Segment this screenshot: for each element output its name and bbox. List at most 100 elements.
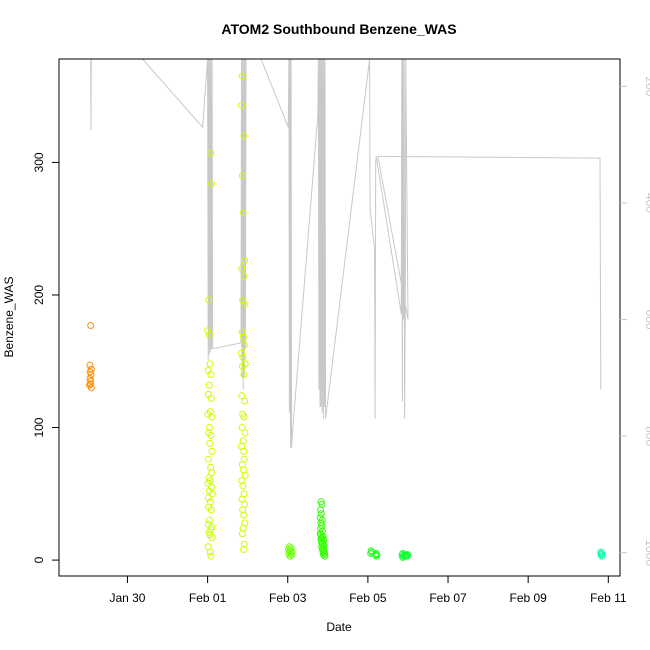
data-point: [87, 371, 95, 378]
data-point: [321, 552, 329, 560]
data-point: [238, 461, 246, 469]
data-point: [240, 540, 248, 548]
data-point: [320, 551, 328, 559]
data-point: [239, 506, 247, 514]
data-point: [241, 397, 249, 405]
data-point: [239, 296, 247, 304]
y-tick-label: 300: [32, 152, 46, 172]
data-point: [208, 447, 216, 455]
data-point: [241, 300, 249, 308]
x-tick-label: Feb 11: [590, 591, 627, 605]
overlay-line: [90, 58, 602, 448]
data-point: [208, 180, 215, 188]
data-point: [321, 550, 328, 557]
data-point: [207, 432, 215, 439]
data-point: [206, 424, 213, 431]
data-point: [208, 490, 216, 498]
data-point: [240, 371, 248, 378]
data-point: [319, 546, 326, 553]
data-point: [207, 394, 215, 402]
overlay-line-layer: [90, 58, 602, 448]
data-point: [238, 172, 246, 180]
data-point: [205, 331, 213, 339]
data-point: [240, 341, 248, 349]
data-point: [238, 265, 246, 272]
data-point: [399, 553, 407, 561]
points-layer: [86, 72, 606, 561]
data-point: [239, 353, 247, 361]
x-tick-label: Feb 07: [429, 591, 467, 605]
data-point: [206, 516, 213, 524]
data-point: [240, 132, 248, 140]
data-point: [205, 381, 213, 389]
data-point: [240, 511, 248, 519]
data-point: [208, 413, 216, 421]
data-point: [204, 479, 212, 487]
y-right-tick-label: 200: [643, 76, 650, 96]
data-point: [238, 530, 246, 538]
data-point: [205, 296, 213, 304]
y-right-tick-label: 600: [643, 310, 650, 330]
chart-title: ATOM2 Southbound Benzene_WAS: [221, 21, 456, 37]
data-point: [86, 380, 94, 388]
x-tick-label: Jan 30: [109, 591, 145, 605]
data-point: [87, 384, 95, 392]
data-point: [238, 101, 245, 109]
data-point: [207, 506, 215, 514]
y-axis: 0 100 200 300: [32, 152, 59, 563]
data-point: [241, 257, 249, 264]
data-point: [208, 534, 216, 542]
data-point: [204, 494, 212, 502]
data-point: [207, 371, 215, 378]
x-tick-label: Feb 05: [349, 591, 387, 605]
y-axis-right: 200 400 600 800 1000: [620, 76, 650, 566]
data-point: [238, 424, 246, 431]
data-point: [240, 272, 248, 280]
data-point: [317, 506, 325, 514]
x-axis-label: Date: [326, 620, 352, 634]
data-point: [598, 552, 606, 560]
data-point: [239, 482, 247, 490]
data-point: [238, 349, 245, 357]
data-point: [87, 322, 95, 329]
data-point: [206, 360, 214, 368]
data-point: [240, 333, 247, 341]
data-point: [207, 552, 215, 560]
data-point: [240, 413, 248, 421]
data-point: [238, 392, 246, 400]
data-point: [208, 483, 215, 491]
data-point: [207, 463, 215, 471]
data-point: [241, 471, 249, 479]
y-tick-label: 100: [32, 417, 46, 437]
data-point: [241, 429, 249, 437]
x-axis: Jan 30 Feb 01 Feb 03 Feb 05 Feb 07 Feb 09 Feb …: [109, 576, 627, 605]
data-point: [238, 72, 246, 80]
x-tick-label: Feb 09: [509, 591, 547, 605]
data-point: [204, 327, 212, 335]
data-point: [240, 447, 248, 455]
data-point: [373, 552, 380, 560]
data-point: [206, 548, 214, 556]
data-point: [597, 548, 605, 556]
y-tick-label: 200: [32, 285, 46, 305]
x-tick-label: Feb 01: [189, 591, 227, 605]
data-point: [207, 149, 215, 157]
data-point: [238, 477, 246, 485]
data-point: [239, 209, 247, 217]
data-point: [238, 363, 246, 370]
data-point: [239, 524, 247, 532]
data-point: [319, 548, 327, 556]
data-point: [206, 439, 214, 447]
data-point: [204, 455, 212, 463]
data-point: [240, 546, 247, 553]
y-right-tick-label: 800: [643, 426, 650, 446]
data-point: [318, 540, 326, 548]
y-axis-label: Benzene_WAS: [2, 277, 16, 358]
y-right-tick-label: 400: [643, 193, 650, 213]
data-point: [286, 552, 294, 560]
y-right-tick-label: 1000: [643, 539, 650, 566]
data-point: [597, 551, 605, 559]
x-tick-label: Feb 03: [269, 591, 307, 605]
data-point: [87, 377, 95, 385]
